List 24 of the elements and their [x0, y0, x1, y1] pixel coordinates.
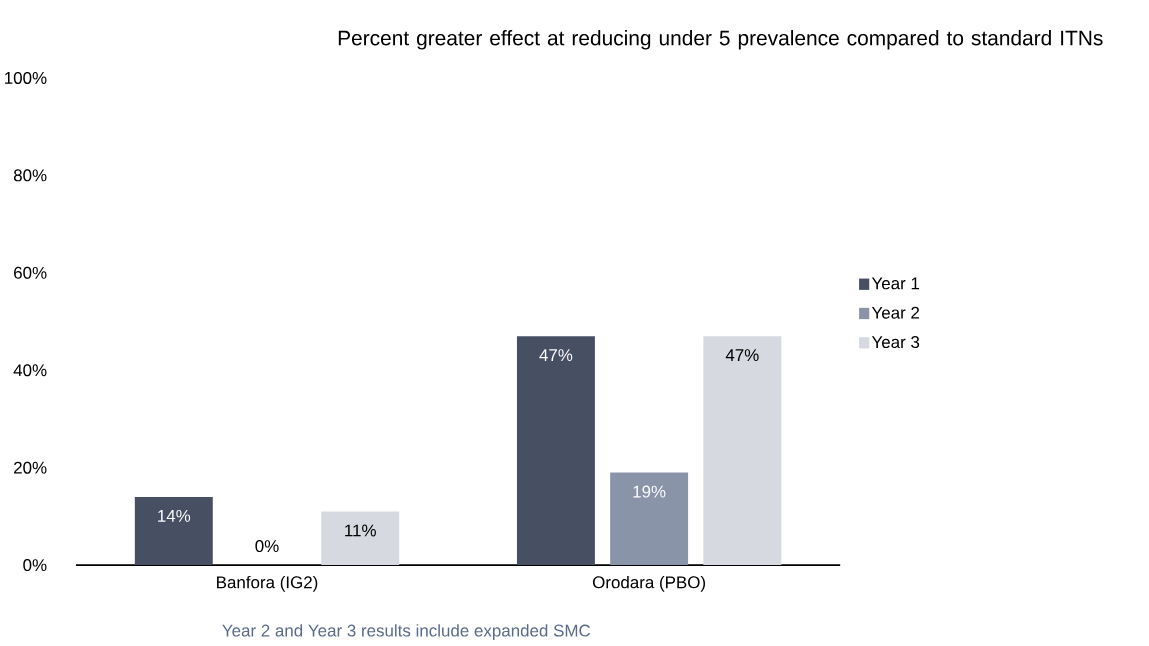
legend-label: Year 2 — [871, 306, 920, 319]
bar — [516, 335, 595, 565]
y-tick-label: 40% — [13, 364, 47, 377]
data-label: 47% — [539, 348, 573, 361]
legend-label: Year 1 — [871, 277, 920, 290]
data-label: 19% — [633, 485, 666, 498]
x-tick-label: Banfora (IG2) — [217, 575, 318, 592]
y-tick-label: 0% — [23, 558, 47, 571]
bar — [321, 511, 400, 565]
legend-label: Year 3 — [871, 335, 920, 348]
y-tick-label: 80% — [13, 169, 47, 182]
y-tick-label: 20% — [14, 461, 47, 474]
chart-title: Percent greater effect at reducing under 5 prevalence compared to standard ITNs — [338, 29, 1103, 50]
bar — [134, 496, 213, 565]
x-tick-label: Orodara (PBO) — [592, 575, 706, 592]
data-label: 0% — [255, 539, 279, 552]
data-label: 11% — [345, 524, 376, 537]
text: Year 2 and Year 3 results include expanded SMC — [222, 623, 591, 640]
bar — [610, 472, 689, 565]
bar — [703, 335, 782, 565]
y-tick-label: 60% — [14, 266, 47, 279]
data-label: 47% — [725, 348, 759, 361]
data-label: 14% — [158, 509, 191, 522]
y-tick-label: 100% — [5, 71, 47, 84]
